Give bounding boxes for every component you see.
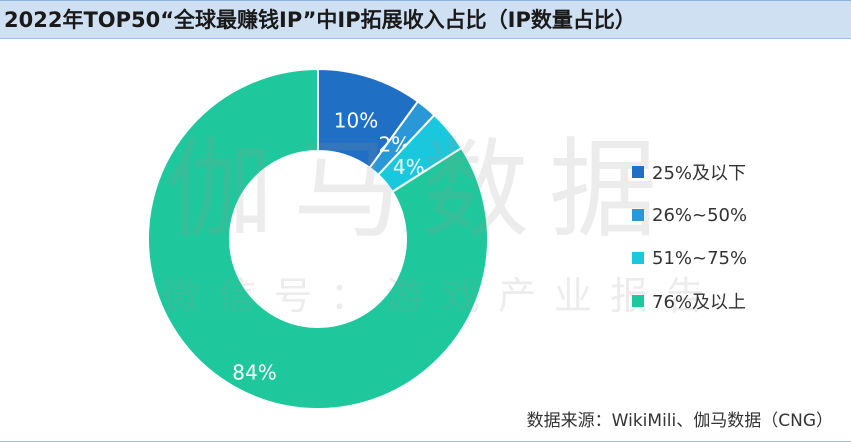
- data-label-1: 10%: [334, 109, 378, 133]
- chart-title: 2022年TOP50“全球最赚钱IP”中IP拓展收入占比（IP数量占比）: [4, 8, 636, 32]
- legend-item-2: 26%~50%: [632, 202, 832, 228]
- legend-item-4: 76%及以上: [632, 288, 832, 314]
- donut-slice-4: [147, 67, 489, 410]
- title-bar: 2022年TOP50“全球最赚钱IP”中IP拓展收入占比（IP数量占比）: [0, 1, 851, 39]
- legend-swatch-2: [632, 209, 644, 221]
- data-source: 数据来源：WikiMili、伽马数据（CNG）: [526, 411, 833, 431]
- legend-swatch-1: [632, 166, 644, 178]
- legend-label-2: 26%~50%: [652, 204, 748, 226]
- legend-swatch-4: [632, 295, 644, 307]
- legend-label-4: 76%及以上: [652, 292, 747, 313]
- legend-label-3: 51%~75%: [652, 247, 748, 269]
- legend-swatch-3: [632, 252, 644, 264]
- legend-item-1: 25%及以下: [632, 159, 832, 185]
- legend-label-1: 25%及以下: [652, 163, 747, 184]
- legend: 25%及以下 26%~50% 51%~75% 76%及以上: [632, 159, 832, 331]
- data-label-4: 84%: [232, 361, 276, 385]
- legend-item-3: 51%~75%: [632, 245, 832, 271]
